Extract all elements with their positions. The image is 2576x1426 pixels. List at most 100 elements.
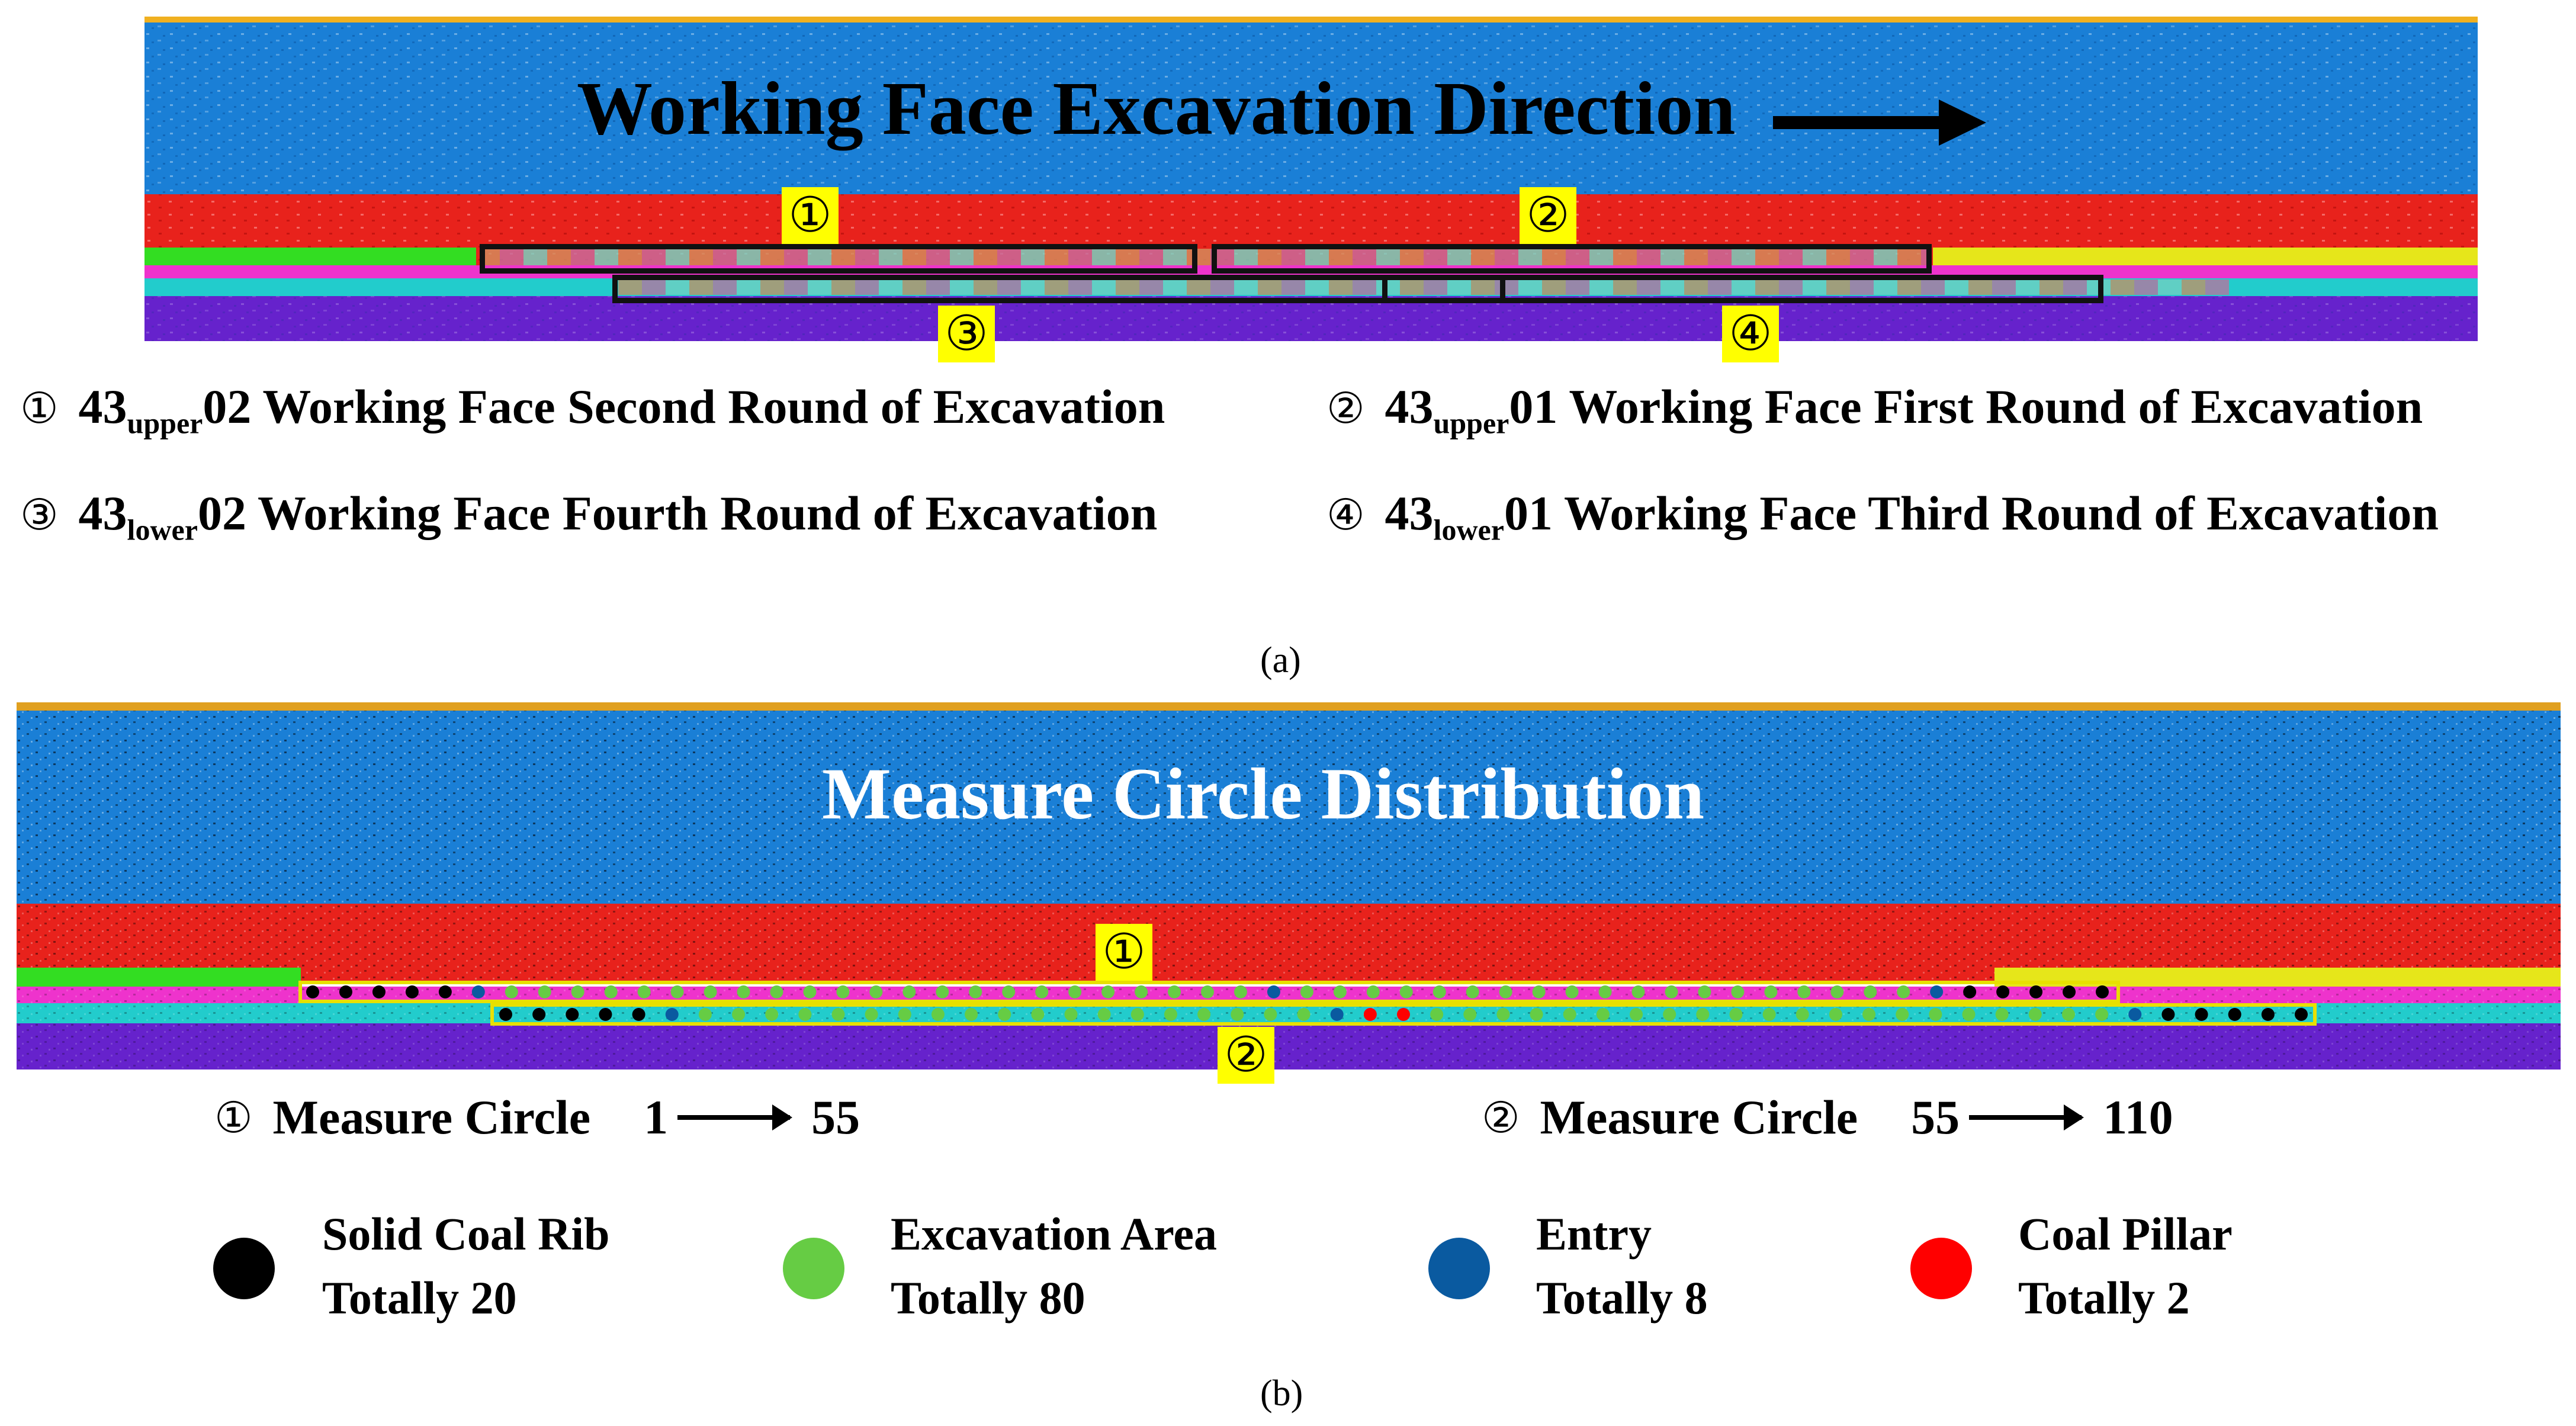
measure-circle-rib — [566, 1008, 579, 1021]
measure-circle-exc — [1665, 985, 1678, 998]
measure-circle-exc — [732, 1008, 746, 1021]
legend-entry: Entry Totally 8 — [1536, 1208, 1708, 1324]
measure-circle-exc — [1002, 985, 1016, 998]
measure-circle-exc — [670, 985, 684, 998]
measure-circle-rib — [499, 1008, 512, 1021]
measure-circle-rib — [2228, 1008, 2241, 1021]
measure-circle-exc — [2028, 1008, 2042, 1021]
measure-circle-rib — [2063, 985, 2076, 998]
measure-circle-exc — [869, 985, 883, 998]
legend-excavation-area: Excavation Area Totally 80 — [891, 1208, 1218, 1324]
range-arrow-icon — [677, 1104, 793, 1130]
panel-a-title: Working Face Excavation Direction — [577, 66, 1736, 150]
measure-circle-exc — [969, 985, 982, 998]
measure-circle-exc — [1530, 1008, 1543, 1021]
measure-circle-rib — [438, 985, 452, 998]
measure-circle-exc — [1231, 1008, 1244, 1021]
panel-b-strata — [17, 702, 2561, 1070]
measure-circle-entry — [665, 1008, 679, 1021]
solid-coal-rib-dot-icon — [213, 1238, 275, 1299]
measure-circle-exc — [1929, 1008, 1942, 1021]
coal-pillar-dot-icon — [1910, 1238, 1972, 1299]
measure-circle-rib — [2161, 1008, 2175, 1021]
measure-circle-exc — [1234, 985, 1247, 998]
measure-circle-exc — [1829, 1008, 1842, 1021]
measure-circle-rib — [599, 1008, 612, 1021]
tag-1: ① — [782, 187, 839, 244]
measure-circle-entry — [2128, 1008, 2142, 1021]
measure-circle-rib — [632, 1008, 645, 1021]
measure-circle-exc — [1532, 985, 1546, 998]
tag-2: ② — [1520, 187, 1576, 244]
measure-circle-exc — [865, 1008, 878, 1021]
measure-circle-exc — [1399, 985, 1413, 998]
panel-b-model: Measure Circle Distribution ① ② — [17, 702, 2561, 1084]
tag-4: ④ — [1722, 306, 1779, 362]
excavation-direction-arrow-icon — [1773, 99, 1986, 146]
measure-circle-exc — [1135, 985, 1148, 998]
measure-circle-exc — [698, 1008, 712, 1021]
legend-a-4: ④ 43lower01 Working Face Third Round of E… — [1326, 486, 2439, 547]
measure-circle-exc — [1333, 985, 1347, 998]
legend-solid-coal-rib: Solid Coal Rib Totally 20 — [322, 1208, 610, 1324]
measure-circle-exc — [1300, 985, 1313, 998]
measure-circle-rib — [2029, 985, 2043, 998]
measure-circle-rib — [2295, 1008, 2308, 1021]
measure-circle-exc — [1864, 985, 1877, 998]
legend-a-2: ② 43upper01 Working Face First Round of E… — [1326, 380, 2423, 440]
measure-circle-exc — [1897, 985, 1910, 998]
measure-circle-exc — [965, 1008, 978, 1021]
measure-circle-exc — [1168, 985, 1181, 998]
measure-circle-exc — [1201, 985, 1214, 998]
measure-circle-exc — [505, 985, 518, 998]
measure-circle-rib — [306, 985, 319, 998]
caption-b: (b) — [1260, 1373, 1303, 1414]
measure-circle-entry — [1330, 1008, 1344, 1021]
measure-circle-rib — [532, 1008, 546, 1021]
measure-circle-exc — [1565, 985, 1579, 998]
measure-circle-exc — [604, 985, 618, 998]
measure-circle-pillar — [1363, 1008, 1377, 1021]
legend-coal-pillar: Coal Pillar Totally 2 — [2018, 1208, 2233, 1324]
measure-circle-exc — [1698, 985, 1711, 998]
measure-circle-exc — [1264, 1008, 1277, 1021]
panel-a-model: Working Face Excavation Direction ① ② ③ … — [144, 17, 2478, 362]
legend-a-3: ③ 43lower02 Working Face Fourth Round of … — [20, 486, 1158, 547]
measure-circle-rib — [2096, 985, 2109, 998]
measure-circle-entry — [471, 985, 485, 998]
measure-circle-exc — [770, 985, 783, 998]
measure-circle-exc — [798, 1008, 812, 1021]
measure-circle-exc — [1731, 985, 1745, 998]
measure-circle-exc — [1830, 985, 1844, 998]
measure-circle-exc — [1762, 1008, 1776, 1021]
measure-circle-exc — [1764, 985, 1778, 998]
measure-circle-exc — [1696, 1008, 1710, 1021]
measure-circle-exc — [2061, 1008, 2075, 1021]
panel-b-title: Measure Circle Distribution — [822, 753, 1705, 834]
measure-circle-exc — [1631, 985, 1645, 998]
excavation-box-3 — [612, 275, 1505, 303]
measure-circle-exc — [931, 1008, 945, 1021]
measure-circle-exc — [1995, 1008, 2009, 1021]
measure-circle-exc — [637, 985, 651, 998]
measure-circle-exc — [1563, 1008, 1576, 1021]
tag-3: ③ — [938, 306, 995, 362]
measure-line-1: ① Measure Circle 1 55 — [214, 1090, 860, 1144]
measure-circle-exc — [765, 1008, 779, 1021]
measure-circle-exc — [1896, 1008, 1909, 1021]
measure-circle-exc — [1598, 985, 1612, 998]
measure-circle-exc — [571, 985, 584, 998]
measure-circle-exc — [1729, 1008, 1743, 1021]
measure-circle-rib — [2261, 1008, 2275, 1021]
measure-circle-exc — [2095, 1008, 2109, 1021]
measure-circle-exc — [1797, 985, 1811, 998]
measure-circle-exc — [831, 1008, 845, 1021]
measure-circle-exc — [1164, 1008, 1177, 1021]
caption-a: (a) — [1260, 640, 1301, 680]
measure-circle-exc — [1035, 985, 1049, 998]
excavation-box-4 — [1382, 275, 2103, 303]
measure-circle-exc — [704, 985, 717, 998]
measure-circle-exc — [1068, 985, 1082, 998]
measure-circle-exc — [737, 985, 750, 998]
range-arrow-icon — [1969, 1104, 2084, 1130]
